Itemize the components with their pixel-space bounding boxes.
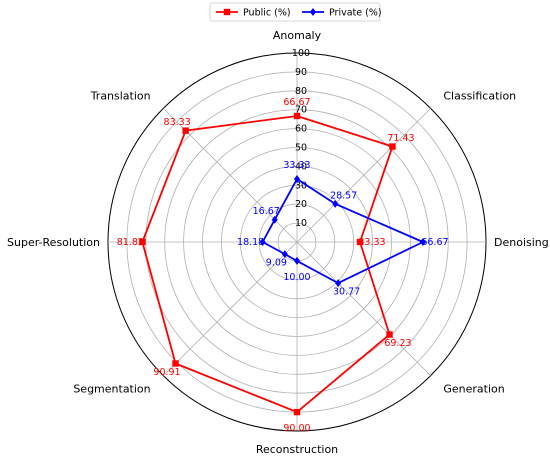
marker-private-denoising xyxy=(420,238,427,246)
spoke-classification xyxy=(296,108,431,243)
marker-private-super-resolution xyxy=(259,238,266,246)
data-label-private-classification: 28.57 xyxy=(330,190,357,201)
legend-marker-private xyxy=(310,8,316,16)
tick-label-50: 50 xyxy=(295,143,307,154)
data-label-private-translation: 16.67 xyxy=(253,206,280,217)
data-label-public-translation: 83.33 xyxy=(164,117,191,128)
data-label-private-reconstruction: 10.00 xyxy=(283,272,310,283)
spoke-generation xyxy=(296,241,431,376)
data-label-public-generation: 69.23 xyxy=(384,338,411,349)
legend: Public (%) Private (%) xyxy=(209,2,382,22)
data-label-private-super-resolution: 18.18 xyxy=(237,237,264,248)
axis-label-generation: Generation xyxy=(443,382,504,395)
marker-public-classification xyxy=(389,143,396,150)
axis-label-anomaly: Anomaly xyxy=(273,29,322,42)
data-label-public-reconstruction: 90.00 xyxy=(283,423,310,434)
marker-public-generation xyxy=(386,331,393,338)
axis-label-super-resolution: Super-Resolution xyxy=(7,236,100,249)
data-label-private-segmentation: 9.09 xyxy=(266,258,287,269)
axis-label-reconstruction: Reconstruction xyxy=(256,443,338,456)
tick-label-100: 100 xyxy=(292,48,310,59)
data-labels: 66.67 71.43 33.33 69.23 90.00 90.91 81.82 83.33… xyxy=(117,97,449,434)
spoke-segmentation xyxy=(163,241,298,376)
data-label-private-anomaly: 33.33 xyxy=(283,160,310,171)
tick-label-70: 70 xyxy=(295,105,307,116)
marker-private-classification xyxy=(332,199,339,208)
data-label-public-anomaly: 66.67 xyxy=(283,97,310,108)
marker-public-segmentation xyxy=(172,360,179,367)
data-label-private-generation: 30.77 xyxy=(333,287,360,298)
marker-private-segmentation xyxy=(281,250,288,259)
data-label-public-denoising: 33.33 xyxy=(358,237,385,248)
legend-marker-public xyxy=(223,8,231,16)
axis-label-denoising: Denoising xyxy=(494,236,549,249)
legend-box xyxy=(209,2,381,22)
marker-private-anomaly xyxy=(294,175,300,184)
marker-public-anomaly xyxy=(293,112,301,120)
legend-label-private: Private (%) xyxy=(329,8,382,19)
tick-label-20: 20 xyxy=(295,199,307,210)
radial-tick-labels: 10 20 30 40 50 60 70 80 90 100 xyxy=(292,48,310,229)
data-label-public-super-resolution: 81.82 xyxy=(117,237,144,248)
axis-label-translation: Translation xyxy=(90,90,151,103)
tick-label-10: 10 xyxy=(295,218,307,229)
marker-public-denoising xyxy=(356,238,364,246)
data-label-public-segmentation: 90.91 xyxy=(153,367,180,378)
marker-public-reconstruction xyxy=(293,408,301,416)
marker-public-translation xyxy=(182,127,189,134)
data-label-private-denoising: 66.67 xyxy=(421,237,448,248)
marker-private-reconstruction xyxy=(294,256,300,265)
tick-label-30: 30 xyxy=(295,180,307,191)
axis-label-classification: Classification xyxy=(443,90,516,103)
series-layer xyxy=(139,112,427,416)
axis-label-segmentation: Segmentation xyxy=(73,382,150,395)
tick-label-80: 80 xyxy=(295,86,307,97)
tick-label-90: 90 xyxy=(295,67,307,78)
legend-label-public: Public (%) xyxy=(243,8,291,19)
marker-public-super-resolution xyxy=(139,238,146,246)
tick-label-40: 40 xyxy=(295,161,307,172)
tick-label-60: 60 xyxy=(295,124,307,135)
axis-labels: Anomaly Classification Denoising Generation… xyxy=(7,29,549,456)
marker-private-generation xyxy=(335,279,342,288)
data-label-public-classification: 71.43 xyxy=(387,133,414,144)
marker-private-translation xyxy=(271,215,278,224)
